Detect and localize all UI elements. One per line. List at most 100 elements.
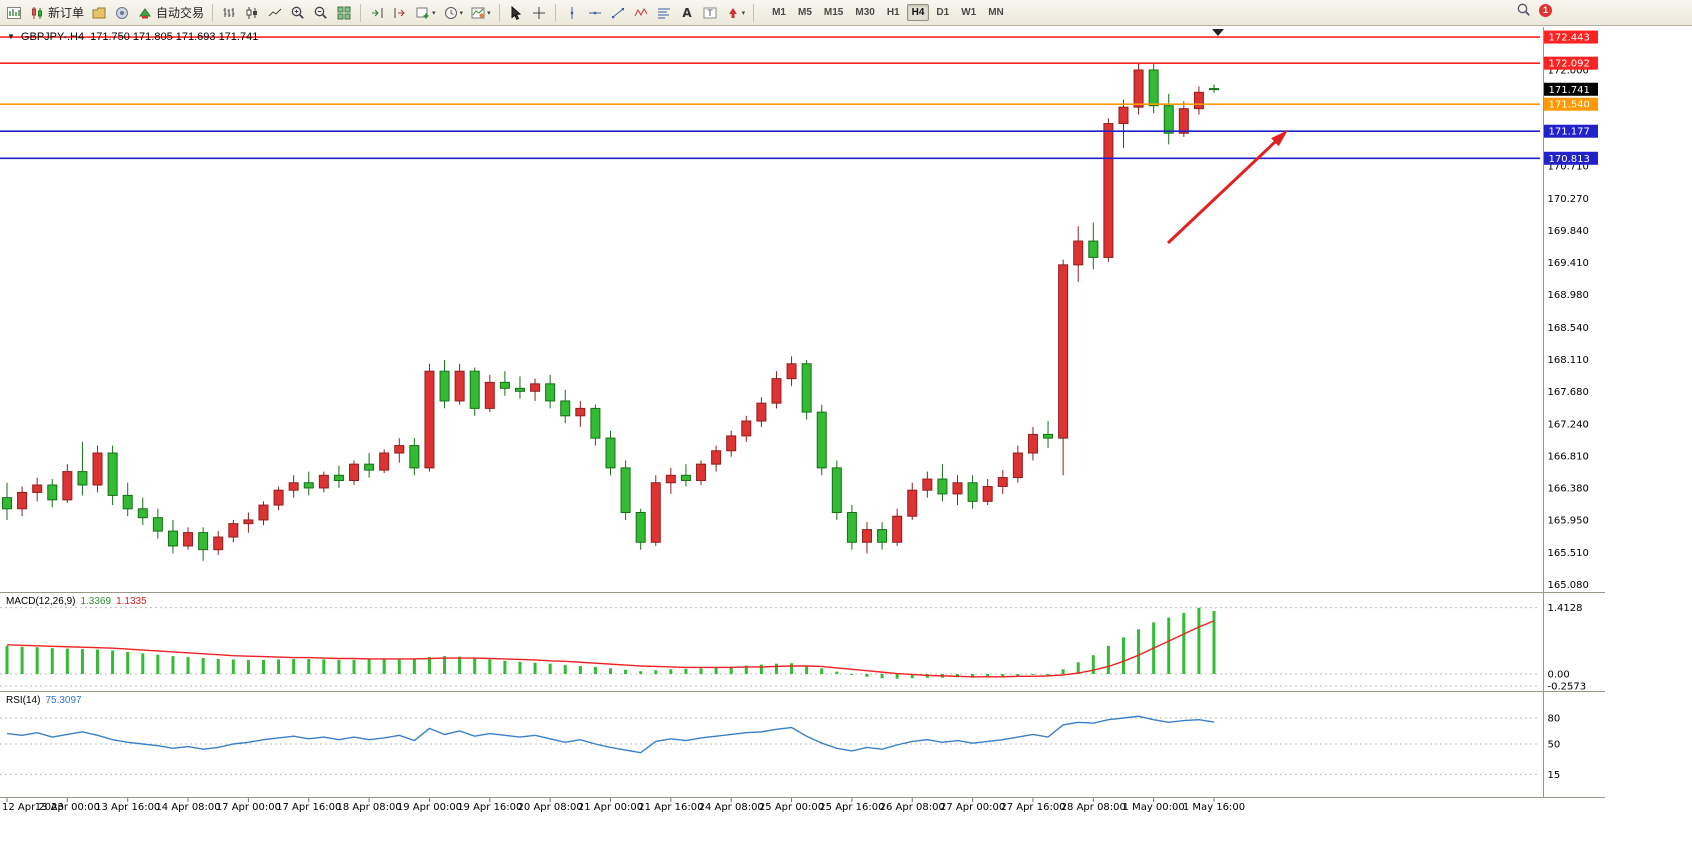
tile-windows-icon[interactable] xyxy=(333,3,355,23)
svg-text:1 May 00:00: 1 May 00:00 xyxy=(1123,802,1185,813)
price-level-markers: 172.443 172.092 171.540 171.177 170.813 171.7… xyxy=(1544,30,1598,165)
svg-text:20 Apr 08:00: 20 Apr 08:00 xyxy=(518,802,583,813)
svg-text:165.950: 165.950 xyxy=(1548,515,1589,526)
toolbar-separator xyxy=(498,3,500,22)
toolbar-separator xyxy=(360,3,362,22)
auto-scroll-icon[interactable] xyxy=(366,3,388,23)
timeframe-button-h4[interactable]: H4 xyxy=(906,4,930,21)
notification-badge[interactable]: 1 xyxy=(1539,3,1552,17)
chevron-down-icon: ▾ xyxy=(432,9,436,17)
new-chart-dropdown[interactable]: ▾ xyxy=(412,3,439,23)
svg-text:80: 80 xyxy=(1548,714,1561,725)
candlestick-mode-icon[interactable] xyxy=(241,3,263,23)
line-chart-mode-icon[interactable] xyxy=(264,3,286,23)
svg-text:167.240: 167.240 xyxy=(1548,420,1589,431)
svg-text:17 Apr 00:00: 17 Apr 00:00 xyxy=(216,802,281,813)
timeframe-button-m1[interactable]: M1 xyxy=(772,7,786,18)
new-order-button[interactable]: 新订单 xyxy=(26,3,87,23)
timeframe-button-d1[interactable]: D1 xyxy=(936,7,950,18)
chart-shift-marker[interactable] xyxy=(1212,29,1224,36)
rsi-current-value: 75.3097 xyxy=(45,695,82,706)
symbol-period-label: GBPJPY-.H4 xyxy=(20,31,85,43)
svg-text:28 Apr 08:00: 28 Apr 08:00 xyxy=(1061,802,1126,813)
panel-borders xyxy=(0,27,1605,798)
chart-shift-icon[interactable] xyxy=(389,3,411,23)
trendline-tool-icon[interactable] xyxy=(607,3,629,23)
svg-text:19 Apr 00:00: 19 Apr 00:00 xyxy=(397,802,462,813)
svg-text:171.741: 171.741 xyxy=(1549,85,1590,96)
macd-indicator-label: MACD(12,26,9) 1.3369 1.1335 xyxy=(6,596,147,607)
chevron-down-icon: ▾ xyxy=(487,9,491,17)
svg-text:27 Apr 16:00: 27 Apr 16:00 xyxy=(1000,802,1065,813)
svg-text:166.380: 166.380 xyxy=(1548,483,1589,494)
svg-text:168.110: 168.110 xyxy=(1548,355,1589,366)
timeframe-button-h1[interactable]: H1 xyxy=(886,7,900,18)
periods-dropdown[interactable]: ▾ xyxy=(440,3,467,23)
fibonacci-tool-icon[interactable] xyxy=(653,3,675,23)
data-window-icon[interactable] xyxy=(111,3,133,23)
zoom-out-icon[interactable] xyxy=(310,3,332,23)
svg-text:26 Apr 08:00: 26 Apr 08:00 xyxy=(880,802,945,813)
svg-text:170.270: 170.270 xyxy=(1548,194,1589,205)
zoom-in-icon[interactable] xyxy=(287,3,309,23)
text-tool-icon[interactable]: A xyxy=(676,3,698,23)
horizontal-line-tool-icon[interactable] xyxy=(584,3,606,23)
crosshair-tool-icon[interactable] xyxy=(528,3,550,23)
search-icon[interactable] xyxy=(1516,2,1532,18)
shapes-dropdown[interactable]: ▾ xyxy=(722,3,749,23)
label-tool-icon[interactable]: T xyxy=(699,3,721,23)
rsi-name: RSI(14) xyxy=(6,695,41,706)
svg-text:169.410: 169.410 xyxy=(1548,258,1589,269)
timeframe-button-w1[interactable]: W1 xyxy=(961,7,977,18)
svg-text:171.177: 171.177 xyxy=(1549,127,1590,138)
chart-title: ▼ GBPJPY-.H4 171.750 171.805 171.693 171… xyxy=(7,31,258,43)
new-order-label: 新订单 xyxy=(48,6,85,20)
indicators-dropdown[interactable]: ▾ xyxy=(467,3,494,23)
svg-text:15: 15 xyxy=(1548,770,1561,781)
svg-text:18 Apr 08:00: 18 Apr 08:00 xyxy=(336,802,401,813)
wave-tool-icon[interactable] xyxy=(630,3,652,23)
svg-text:-0.2573: -0.2573 xyxy=(1548,682,1587,693)
timeframe-button-m15[interactable]: M15 xyxy=(823,7,844,18)
chart-window-icon[interactable] xyxy=(3,3,25,23)
toolbar-separator xyxy=(753,3,755,22)
main-toolbar: 新订单 自动交易 ▾ ▾ ▾ xyxy=(0,0,1692,26)
svg-text:27 Apr 00:00: 27 Apr 00:00 xyxy=(940,802,1005,813)
svg-text:168.980: 168.980 xyxy=(1548,290,1589,301)
trend-arrow-annotation[interactable] xyxy=(1166,130,1288,245)
auto-trading-button[interactable]: 自动交易 xyxy=(134,3,207,23)
profiles-icon[interactable] xyxy=(88,3,110,23)
timeframe-button-m5[interactable]: M5 xyxy=(798,7,812,18)
svg-text:12 Apr 2023: 12 Apr 2023 xyxy=(2,802,64,813)
timeframe-button-m30[interactable]: M30 xyxy=(855,7,875,18)
svg-text:171.540: 171.540 xyxy=(1549,100,1590,111)
cursor-tool-icon[interactable] xyxy=(505,3,527,23)
svg-text:T: T xyxy=(706,9,713,19)
ohlc-values-label: 171.750 171.805 171.693 171.741 xyxy=(90,31,259,43)
svg-text:21 Apr 16:00: 21 Apr 16:00 xyxy=(638,802,703,813)
candlesticks xyxy=(2,62,1219,561)
svg-text:170.813: 170.813 xyxy=(1549,154,1590,165)
svg-text:50: 50 xyxy=(1548,740,1561,751)
svg-text:25 Apr 00:00: 25 Apr 00:00 xyxy=(759,802,824,813)
one-click-trading-icon[interactable]: ▼ xyxy=(7,32,15,41)
bar-chart-mode-icon[interactable] xyxy=(218,3,240,23)
svg-text:19 Apr 16:00: 19 Apr 16:00 xyxy=(457,802,522,813)
svg-text:167.680: 167.680 xyxy=(1548,387,1589,398)
svg-text:172.000: 172.000 xyxy=(1548,66,1589,77)
vertical-line-tool-icon[interactable] xyxy=(561,3,583,23)
svg-text:170.710: 170.710 xyxy=(1548,161,1589,172)
timeframe-button-mn[interactable]: MN xyxy=(988,7,1004,18)
svg-text:165.510: 165.510 xyxy=(1548,548,1589,559)
macd-scale: 1.4128 0.00-0.2573 xyxy=(0,603,1587,693)
macd-histogram xyxy=(5,607,1216,679)
auto-trading-icon xyxy=(139,7,151,18)
svg-text:0.00: 0.00 xyxy=(1548,670,1570,681)
price-axis[interactable]: 172.000171.570171.140170.710170.270169.8… xyxy=(1548,66,1589,592)
toolbar-separator xyxy=(212,3,214,22)
svg-text:A: A xyxy=(682,6,692,20)
svg-text:1 May 16:00: 1 May 16:00 xyxy=(1183,802,1245,813)
